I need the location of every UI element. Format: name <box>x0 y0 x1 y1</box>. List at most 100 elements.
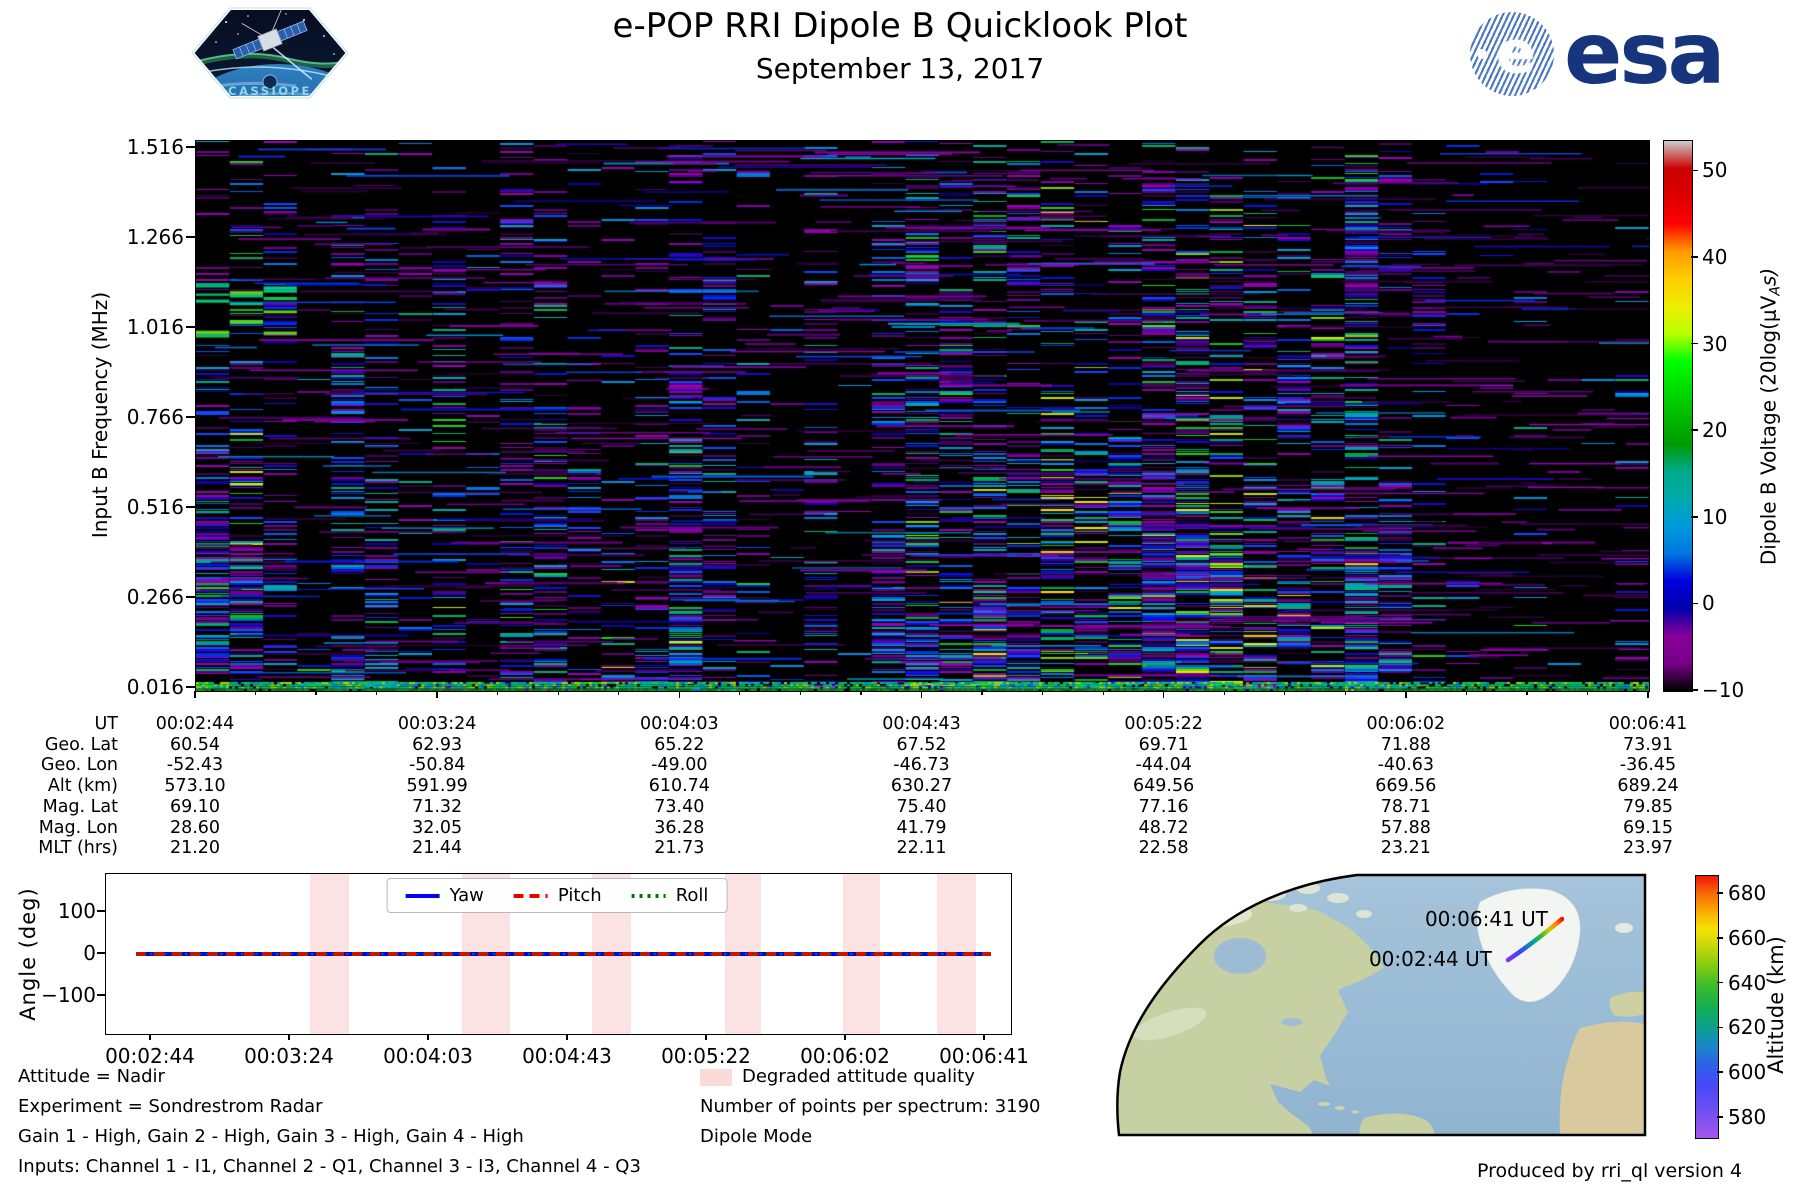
attitude-time-tick-label: 00:06:02 <box>800 1044 890 1068</box>
angle-tick-label: 100 <box>57 899 96 923</box>
map-caribbean-island <box>1335 1106 1345 1110</box>
dipole-mode-label: Dipole Mode <box>700 1126 813 1147</box>
colorbar-axis-label: Dipole B Voltage (20log(μVAs) <box>1757 217 1784 617</box>
time-minor-tick-mark <box>799 691 801 695</box>
legend-dotted-line-sample <box>631 893 666 898</box>
map-caribbean-island <box>1351 1110 1359 1114</box>
ephemeris-value: 23.97 <box>1622 838 1674 859</box>
map-content: 00:06:41 UT 00:02:44 UT <box>1117 875 1645 1135</box>
map-caribbean-island <box>1318 1102 1330 1106</box>
spectrogram-canvas <box>196 141 1649 691</box>
angle-tick-mark <box>97 910 105 912</box>
ephemeris-value: 69.15 <box>1622 817 1674 838</box>
colorbar-tick-label: 0 <box>1702 591 1715 616</box>
time-minor-tick-mark <box>1586 691 1589 695</box>
legend-dashed-line-sample <box>513 893 548 898</box>
ephemeris-value: 00:03:24 <box>397 714 477 734</box>
attitude-time-tick-mark <box>427 1034 429 1040</box>
map-arctic-island <box>1356 910 1372 918</box>
ephemeris-value: 28.60 <box>169 817 221 838</box>
ephemeris-value: 23.21 <box>1380 838 1431 859</box>
altitude-tick-label: 680 <box>1728 881 1767 905</box>
altitude-tick-mark <box>1717 981 1723 984</box>
ephemeris-row-label: UT <box>94 714 119 734</box>
time-minor-tick-mark <box>497 691 499 695</box>
colorbar-tick-mark <box>1691 689 1698 691</box>
attitude-time-tick-mark <box>566 1034 568 1040</box>
ephemeris-value: 22.58 <box>1138 838 1189 859</box>
ephemeris-row-label: Mag. Lat <box>42 796 118 817</box>
colorbar-tick-mark <box>1691 429 1698 431</box>
ephemeris-value: 65.22 <box>654 734 705 755</box>
angle-tick-label: −100 <box>41 983 96 1007</box>
map-arctic-island <box>1327 893 1349 903</box>
ephemeris-value: 00:04:43 <box>882 714 961 734</box>
freq-tick-label: 0.516 <box>126 495 184 519</box>
altitude-tick-mark <box>1717 1116 1723 1118</box>
ephemeris-value: 649.56 <box>1133 776 1195 797</box>
legend-item-yaw: Yaw <box>405 885 484 906</box>
esa-e-glyph: e <box>1496 18 1536 86</box>
time-minor-tick-mark <box>1465 691 1467 695</box>
legend-label: Yaw <box>449 885 484 906</box>
colorbar-tick-mark <box>1691 516 1698 518</box>
attitude-time-tick-mark <box>844 1034 846 1040</box>
roll-line <box>136 952 991 955</box>
time-tick-mark <box>194 691 196 698</box>
time-minor-tick-mark <box>860 691 862 695</box>
time-minor-tick-mark <box>739 691 741 695</box>
colorbar-tick-mark <box>1691 602 1698 605</box>
credit-line: Produced by rri_ql version 4 <box>1477 1160 1742 1182</box>
ephemeris-row-label: Geo. Lat <box>44 734 118 755</box>
esa-logo: e esa <box>1470 11 1726 97</box>
time-minor-tick-mark <box>557 691 559 695</box>
altitude-tick-label: 580 <box>1728 1105 1767 1129</box>
attitude-legend: Yaw Pitch Roll <box>386 878 728 913</box>
attitude-time-tick-label: 00:05:22 <box>661 1044 751 1068</box>
ephemeris-value: 41.79 <box>896 817 947 838</box>
freq-tick-label: 1.516 <box>126 135 184 159</box>
ephemeris-value: 610.74 <box>648 776 710 797</box>
degraded-quality-label: Degraded attitude quality <box>742 1066 975 1087</box>
freq-tick-mark <box>186 236 195 238</box>
ephemeris-value: -52.43 <box>166 755 224 776</box>
freq-tick-mark <box>186 416 195 418</box>
satellite-ground-track <box>1505 916 1565 963</box>
colorbar-label-sub: A <box>1767 286 1784 296</box>
ephemeris-value: 67.52 <box>896 734 947 755</box>
spectrogram-plot-area <box>195 140 1650 692</box>
ephemeris-value: 21.73 <box>654 838 705 859</box>
attitude-time-tick-label: 00:02:44 <box>105 1044 195 1068</box>
ephemeris-value: 00:06:41 <box>1608 714 1688 734</box>
time-tick-mark <box>1647 691 1649 698</box>
time-tick-mark <box>436 691 438 698</box>
legend-label: Roll <box>675 885 709 906</box>
map-cloud <box>1133 1007 1207 1041</box>
ephemeris-value: 591.99 <box>406 776 468 797</box>
ephemeris-value: 00:02:44 <box>155 714 235 734</box>
map-iceland <box>1615 923 1633 933</box>
ephemeris-value: 00:05:22 <box>1124 714 1203 734</box>
ephemeris-value: 00:04:03 <box>640 714 719 734</box>
angle-tick-mark <box>97 994 105 996</box>
ephemeris-value: 630.27 <box>890 776 953 797</box>
altitude-tick-label: 640 <box>1728 970 1767 995</box>
colorbar-tick-label: 30 <box>1702 331 1728 356</box>
ephemeris-value: 75.40 <box>896 796 947 817</box>
freq-tick-mark <box>186 146 195 148</box>
ephemeris-row-label: Geo. Lon <box>40 755 118 776</box>
ephemeris-value: 48.72 <box>1138 817 1189 838</box>
ephemeris-row-label: Alt (km) <box>47 776 118 797</box>
ephemeris-value: -46.73 <box>893 755 950 776</box>
colorbar-tick-label: −10 <box>1702 678 1745 702</box>
time-minor-tick-mark <box>1102 691 1104 695</box>
map-border <box>1116 873 1647 1137</box>
ground-track-map: 00:06:41 UT 00:02:44 UT <box>1116 873 1647 1137</box>
time-minor-tick-mark <box>1041 691 1044 695</box>
satellite-icon <box>232 9 313 80</box>
time-minor-tick-mark <box>254 691 257 695</box>
attitude-time-tick-label: 00:03:24 <box>244 1044 334 1068</box>
freq-tick-label: 0.016 <box>126 675 184 699</box>
colorbar-label-suffix: s) <box>1756 267 1781 287</box>
